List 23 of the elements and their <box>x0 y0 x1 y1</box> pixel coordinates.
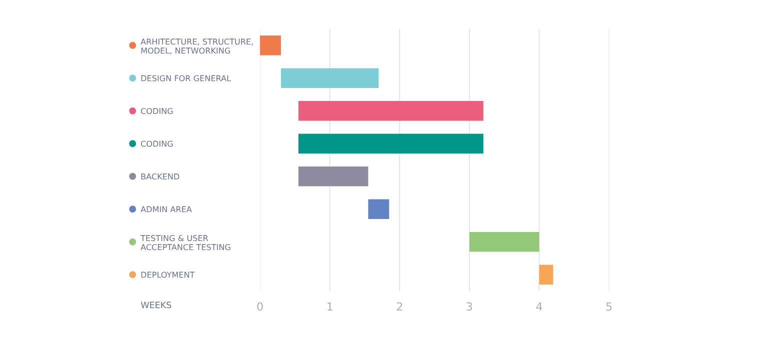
x-tick-label: 1 <box>327 302 332 311</box>
bar <box>368 199 390 219</box>
bar <box>539 264 554 284</box>
y-tick-label: ARHITECTURE, STRUCTURE, MODEL, NETWORKING <box>140 38 253 54</box>
bar <box>298 101 484 121</box>
x-tick-label: 0 <box>257 302 263 311</box>
bar <box>260 36 281 56</box>
bar <box>469 232 540 252</box>
x-axis-title: WEEKS <box>140 302 172 308</box>
x-tick-label: 5 <box>606 302 612 311</box>
y-tick-label: BACKEND <box>141 173 180 180</box>
x-tick-label: 2 <box>396 302 402 311</box>
y-tick-label: DEPLOYMENT <box>141 272 195 278</box>
y-tick-label: CODING <box>141 140 173 147</box>
y-tick-label: TESTING & USER ACCEPTANCE TESTING <box>140 235 230 250</box>
bar <box>298 134 484 154</box>
x-tick-label: 4 <box>536 302 542 311</box>
x-tick-label: 3 <box>466 302 472 311</box>
y-tick-label: CODING <box>141 108 173 114</box>
y-tick-label: ADMIN AREA <box>140 206 192 212</box>
bar <box>298 166 368 186</box>
bar <box>280 68 379 88</box>
y-tick-label: DESIGN FOR GENERAL <box>141 75 231 82</box>
